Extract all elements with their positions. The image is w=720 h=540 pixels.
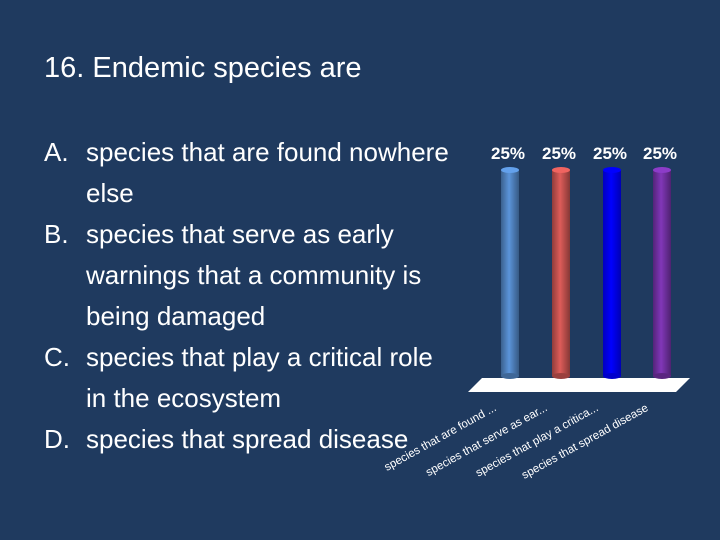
bar-value-label: 25% bbox=[643, 144, 677, 163]
chart-bar bbox=[552, 167, 570, 379]
answer-letter: C. bbox=[44, 342, 70, 372]
chart-bar bbox=[603, 167, 621, 379]
chart-bars bbox=[501, 167, 671, 379]
bar-body bbox=[552, 170, 570, 376]
bar-top bbox=[501, 167, 519, 173]
bar-value-label: 25% bbox=[491, 144, 525, 163]
chart-bar bbox=[653, 167, 671, 379]
chart-value-labels: 25% 25% 25% 25% bbox=[491, 144, 677, 163]
chart-bar bbox=[501, 167, 519, 379]
bar-value-label: 25% bbox=[593, 144, 627, 163]
bar-bottom bbox=[603, 373, 621, 379]
bar-bottom bbox=[653, 373, 671, 379]
answer-text: species that are found nowhere else bbox=[86, 137, 449, 208]
answer-letter: A. bbox=[44, 137, 69, 167]
answer-letter: B. bbox=[44, 219, 69, 249]
bar-top bbox=[603, 167, 621, 173]
answer-a: A. species that are found nowhere else bbox=[44, 132, 454, 214]
chart-category-labels: species that are found ...species that s… bbox=[382, 402, 650, 482]
bar-body bbox=[653, 170, 671, 376]
answer-list: A. species that are found nowhere else B… bbox=[44, 132, 454, 460]
chart-floor bbox=[468, 378, 690, 392]
bar-bottom bbox=[501, 373, 519, 379]
bar-top bbox=[653, 167, 671, 173]
bar-body bbox=[603, 170, 621, 376]
answer-text: species that serve as early warnings tha… bbox=[86, 219, 422, 331]
answer-text: species that spread disease bbox=[86, 424, 409, 454]
slide-title: 16. Endemic species are bbox=[44, 52, 362, 84]
bar-bottom bbox=[552, 373, 570, 379]
answer-d: D. species that spread disease bbox=[44, 419, 454, 460]
answer-c: C. species that play a critical role in … bbox=[44, 337, 454, 419]
bar-body bbox=[501, 170, 519, 376]
answer-letter: D. bbox=[44, 424, 70, 454]
answer-b: B. species that serve as early warnings … bbox=[44, 214, 454, 337]
answer-text: species that play a critical role in the… bbox=[86, 342, 433, 413]
bar-value-label: 25% bbox=[542, 144, 576, 163]
bar-top bbox=[552, 167, 570, 173]
